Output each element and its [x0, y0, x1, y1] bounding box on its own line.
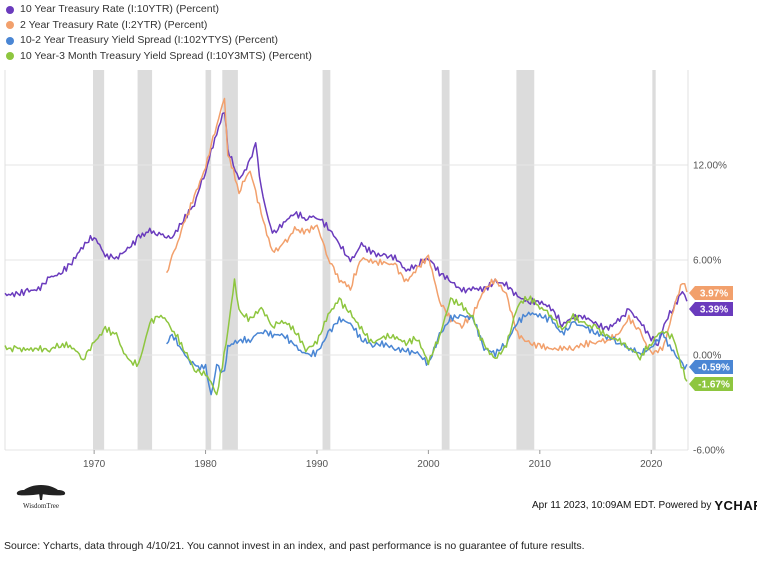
legend-item: 10-2 Year Treasury Yield Spread (I:102YT… [6, 33, 312, 49]
legend-item: 10 Year Treasury Rate (I:10YTR) (Percent… [6, 2, 312, 18]
x-tick-label: 1980 [194, 459, 217, 470]
end-value-label: 3.39% [689, 302, 733, 316]
end-label-text: 3.39% [700, 305, 728, 316]
timestamp-text: Apr 11 2023, 10:09AM EDT. Powered by [532, 500, 712, 511]
y-tick-label: 12.00% [693, 161, 727, 172]
x-tick-label: 2000 [417, 459, 440, 470]
y-axis: 12.00% 6.00% 0.00% -6.00% [693, 161, 727, 457]
y-tick-label: 6.00% [693, 256, 721, 267]
series-lines [4, 97, 688, 396]
legend-label: 2 Year Treasury Rate (I:2YTR) (Percent) [20, 18, 208, 31]
end-value-label: 3.97% [689, 286, 733, 300]
end-label-box [689, 286, 733, 300]
legend-swatch [6, 21, 14, 30]
end-label-box [689, 360, 733, 374]
gridlines [4, 70, 689, 451]
x-tick-label: 2010 [529, 459, 552, 470]
x-tick-label: 1970 [83, 459, 106, 470]
series-line [4, 278, 688, 396]
end-value-label: -0.59% [689, 360, 733, 374]
legend-swatch [6, 52, 14, 61]
legend-item: 10 Year-3 Month Treasury Yield Spread (I… [6, 49, 312, 65]
legend-label: 10 Year Treasury Rate (I:10YTR) (Percent… [20, 3, 220, 15]
x-tick-label: 1990 [306, 459, 329, 470]
end-label-text: 3.97% [700, 289, 728, 300]
series-line [165, 97, 688, 356]
series-line [166, 311, 688, 396]
y-tick-label: -6.00% [693, 446, 725, 457]
end-label-text: -0.59% [698, 363, 730, 374]
timestamp-credit: Apr 11 2023, 10:09AM EDT. Powered by YCH… [532, 498, 757, 513]
wisdomtree-tree-logo: WisdomTree [16, 485, 66, 510]
end-label-text: -1.67% [698, 380, 730, 391]
brand-name: WisdomTree [23, 502, 59, 510]
chart-legend: 10 Year Treasury Rate (I:10YTR) (Percent… [6, 2, 312, 64]
source-note: Source: Ycharts, data through 4/10/21. Y… [4, 540, 585, 552]
legend-swatch [6, 5, 14, 14]
legend-label: 10 Year-3 Month Treasury Yield Spread (I… [20, 49, 312, 62]
x-axis: 1970 1980 1990 2000 2010 2020 [83, 450, 663, 470]
end-labels: 3.39% 3.97% -0.59% -1.67% [689, 286, 733, 391]
ycharts-logo-text: YCHARTS [714, 498, 757, 513]
end-label-box [689, 377, 733, 391]
x-tick-label: 2020 [640, 459, 663, 470]
y-tick-label: 0.00% [693, 351, 721, 362]
end-value-label: -1.67% [689, 377, 733, 391]
end-label-box [689, 302, 733, 316]
legend-item: 2 Year Treasury Rate (I:2YTR) (Percent) [6, 18, 312, 34]
series-line [4, 112, 688, 347]
legend-swatch [6, 36, 14, 45]
legend-label: 10-2 Year Treasury Yield Spread (I:102YT… [20, 34, 278, 46]
